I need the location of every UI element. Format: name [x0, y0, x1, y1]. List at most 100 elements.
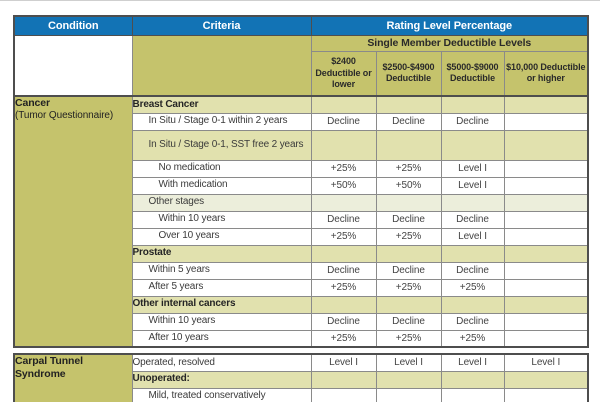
deductible-header-5000-9000: $5000-$9000 Deductible	[440, 50, 505, 97]
table-row: Unoperated:	[14, 370, 589, 389]
empty-condition-header-cell	[13, 34, 133, 97]
rating-value-cell: Level I	[440, 159, 505, 178]
table-row: Over 10 years +25% +25% Level I	[14, 227, 589, 246]
rating-value-cell: +50%	[310, 176, 377, 195]
condition-name: Carpal Tunnel Syndrome	[15, 355, 83, 381]
rating-value-cell: +25%	[375, 227, 442, 246]
deductible-levels-row: $2400 Deductible or lower $2500-$4900 De…	[14, 50, 589, 97]
rating-value-cell: Decline	[440, 112, 505, 131]
rating-value-cell	[503, 244, 589, 263]
rating-value-cell: Decline	[310, 112, 377, 131]
rating-value-cell: +25%	[375, 329, 442, 348]
rating-value-cell	[440, 370, 505, 389]
rating-value-cell	[503, 193, 589, 212]
rating-value-cell: Decline	[440, 210, 505, 229]
rating-value-cell: Decline	[310, 261, 377, 280]
condition-name: Cancer	[15, 97, 51, 109]
criteria-cell: In Situ / Stage 0-1 within 2 years	[131, 112, 312, 131]
rating-value-cell	[503, 176, 589, 195]
rating-value-cell: Decline	[310, 312, 377, 331]
rating-value-cell	[440, 244, 505, 263]
rating-value-cell: +25%	[375, 278, 442, 297]
criteria-cell: Within 10 years	[131, 312, 312, 331]
rating-value-cell	[375, 370, 442, 389]
rating-value-cell: Decline	[375, 261, 442, 280]
rating-value-cell	[503, 261, 589, 280]
rating-value-cell	[503, 312, 589, 331]
rating-value-cell: Level I	[375, 353, 442, 372]
condition-cell: Carpal Tunnel Syndrome	[13, 353, 133, 402]
rating-value-cell: +25%	[310, 159, 377, 178]
rating-value-cell: +25%	[310, 278, 377, 297]
rating-value-cell: Level I	[503, 353, 589, 372]
condition-cell: Cancer (Tumor Questionnaire)	[13, 95, 133, 348]
rating-value-cell: +25%	[310, 329, 377, 348]
criteria-cell: Mild, treated conservatively	[131, 387, 312, 402]
criteria-cell: Unoperated:	[131, 370, 312, 389]
header-row: Condition Criteria Rating Level Percenta…	[13, 15, 589, 36]
rating-value-cell	[375, 244, 442, 263]
rating-value-cell	[310, 370, 377, 389]
criteria-cell: Other stages	[131, 193, 312, 212]
table-row: No medication +25% +25% Level I	[14, 159, 589, 178]
rating-value-cell: +25%	[440, 278, 505, 297]
rating-value-cell	[375, 129, 442, 161]
rating-value-cell	[310, 129, 377, 161]
rating-value-cell	[440, 193, 505, 212]
rating-value-cell: Decline	[440, 312, 505, 331]
table-row: In Situ / Stage 0-1 within 2 years Declin…	[14, 112, 589, 131]
rating-value-cell	[503, 329, 589, 348]
table-row: Carpal Tunnel Syndrome Operated, resolved…	[13, 353, 589, 402]
table-row: Within 10 years Decline Decline Decline	[14, 210, 589, 229]
criteria-cell: Prostate	[131, 244, 312, 263]
rating-value-cell	[503, 295, 589, 314]
rating-value-cell	[503, 95, 589, 114]
rating-value-cell	[310, 295, 377, 314]
criteria-cell: No medication	[131, 159, 312, 178]
criteria-cell: After 10 years	[131, 329, 312, 348]
criteria-cell: In Situ / Stage 0-1, SST free 2 years	[131, 129, 312, 161]
rating-value-cell	[503, 159, 589, 178]
criteria-cell: After 5 years	[131, 278, 312, 297]
table-row: Other stages	[14, 193, 589, 212]
rating-value-cell	[375, 95, 442, 114]
criteria-cell: Operated, resolved	[131, 353, 312, 372]
table-row: With medication +50% +50% Level I	[14, 176, 589, 195]
rating-table-header-and-cancer: Condition Criteria Rating Level Percenta…	[13, 15, 590, 348]
rating-value-cell	[503, 210, 589, 229]
deductible-header-2500-4900: $2500-$4900 Deductible	[375, 50, 442, 97]
rating-value-cell	[503, 129, 589, 161]
deductible-header-2400: $2400 Deductible or lower	[310, 50, 377, 97]
criteria-cell: Over 10 years	[131, 227, 312, 246]
rating-value-cell	[440, 129, 505, 161]
carpal-tunnel-table: Carpal Tunnel Syndrome Operated, resolved…	[13, 353, 589, 402]
rating-value-cell	[440, 95, 505, 114]
rating-value-cell	[375, 295, 442, 314]
rating-value-cell	[310, 95, 377, 114]
rating-value-cell	[310, 193, 377, 212]
column-header-condition: Condition	[13, 15, 133, 36]
rating-value-cell	[440, 295, 505, 314]
single-member-deductible-levels-header: Single Member Deductible Levels	[310, 34, 589, 52]
table-header: Condition Criteria Rating Level Percenta…	[13, 15, 589, 97]
table-row: Other internal cancers	[14, 295, 589, 314]
rating-value-cell: Decline	[375, 210, 442, 229]
column-header-criteria: Criteria	[131, 15, 312, 36]
rating-value-cell	[310, 244, 377, 263]
rating-value-cell: +25%	[440, 329, 505, 348]
rating-value-cell	[310, 387, 377, 402]
rating-value-cell: Decline	[375, 112, 442, 131]
rating-value-cell: +50%	[375, 176, 442, 195]
rating-value-cell: Level I	[310, 353, 377, 372]
empty-criteria-header-cell	[131, 34, 312, 97]
rating-value-cell: Decline	[310, 210, 377, 229]
criteria-cell: Within 10 years	[131, 210, 312, 229]
deductible-header-10000: $10,000 Deductible or higher	[503, 50, 589, 97]
table-row: Cancer (Tumor Questionnaire) Breast Cancer	[13, 95, 589, 348]
rating-value-cell	[503, 370, 589, 389]
column-header-rating-level-percentage: Rating Level Percentage	[310, 15, 589, 36]
table-row: Mild, treated conservatively	[14, 387, 589, 402]
rating-value-cell: +25%	[310, 227, 377, 246]
criteria-cell: With medication	[131, 176, 312, 195]
